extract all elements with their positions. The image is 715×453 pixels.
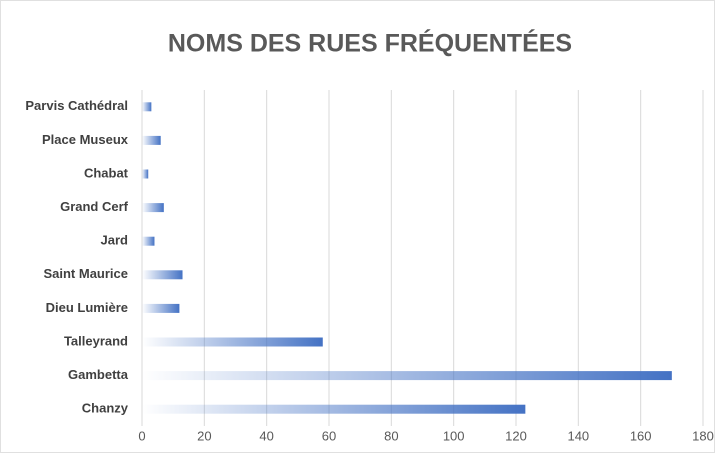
y-tick-label: Gambetta [68,367,129,382]
x-tick-label: 100 [443,428,465,443]
y-tick-label: Chanzy [82,401,129,416]
bar [142,203,164,213]
bar [142,303,180,313]
bar [142,102,152,112]
bar [142,270,183,280]
x-tick-label: 120 [505,428,527,443]
y-tick-label: Grand Cerf [60,199,129,214]
x-tick-label: 60 [322,428,336,443]
chart-title: NOMS DES RUES FRÉQUENTÉES [168,29,572,58]
x-tick-label: 160 [630,428,652,443]
bar [142,404,526,414]
bar [142,371,672,381]
bar [142,337,323,347]
x-tick-label: 180 [692,428,714,443]
y-tick-label: Saint Maurice [43,266,128,281]
x-tick-label: 80 [384,428,398,443]
x-tick-label: 140 [567,428,589,443]
y-tick-label: Parvis Cathédral [25,98,128,113]
y-tick-label: Jard [101,233,129,248]
x-tick-label: 40 [259,428,273,443]
y-tick-label: Talleyrand [64,333,128,348]
y-tick-label: Place Museux [42,132,129,147]
bar [142,236,155,246]
bar [142,135,161,145]
y-tick-label: Chabat [84,165,129,180]
y-tick-label: Dieu Lumière [46,300,128,315]
x-tick-label: 20 [197,428,211,443]
x-tick-label: 0 [138,428,145,443]
bar [142,169,149,179]
